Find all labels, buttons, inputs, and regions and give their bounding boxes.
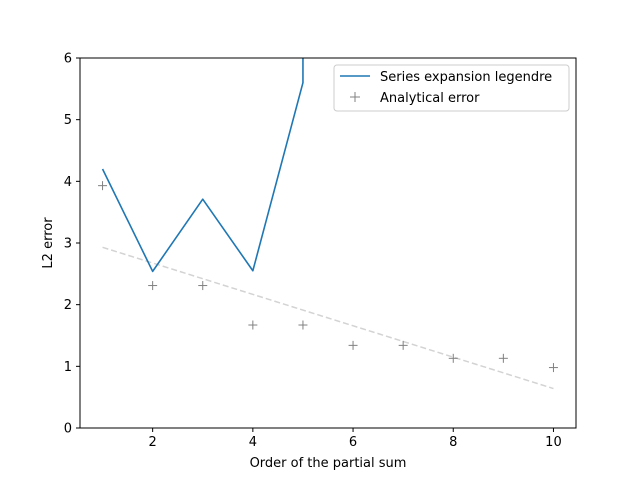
x-tick-label: 8 — [449, 435, 457, 450]
analytical-error-point — [498, 353, 508, 363]
axes-layer: 2 4 6 8 10 0 1 2 3 4 5 6 — [64, 52, 562, 451]
x-tick-label: 2 — [149, 435, 157, 450]
series-expansion-line — [101, 58, 304, 273]
legend-frame — [333, 64, 570, 112]
analytical-error-point — [248, 320, 258, 330]
legend: Series expansion legendre Analytical err… — [333, 64, 570, 112]
trend-dashed-line — [102, 246, 554, 390]
y-tick-label: 4 — [64, 175, 72, 190]
x-tick-label: 6 — [349, 435, 357, 450]
analytical-error-point — [448, 353, 458, 363]
series-layer — [98, 58, 558, 390]
y-tick-label: 2 — [64, 298, 72, 313]
legend-entry-series-expansion: Series expansion legendre — [380, 70, 552, 85]
x-tick-label: 10 — [545, 435, 562, 450]
legend-plus-swatch — [350, 92, 360, 102]
analytical-error-point — [298, 320, 308, 330]
y-tick-label: 1 — [64, 360, 72, 375]
analytical-error-point — [98, 181, 108, 191]
y-axis-label: L2 error — [41, 217, 56, 269]
analytical-error-point — [348, 340, 358, 350]
x-tick-label: 4 — [249, 435, 257, 450]
y-tick-label: 0 — [64, 422, 72, 437]
legend-entry-analytical-error: Analytical error — [380, 91, 480, 106]
analytical-error-point — [198, 281, 208, 291]
x-axis-label: Order of the partial sum — [250, 456, 407, 471]
analytical-error-point — [398, 340, 408, 350]
analytical-error-point — [148, 281, 158, 291]
y-tick-label: 3 — [64, 237, 72, 252]
y-tick-label: 6 — [64, 52, 72, 67]
analytical-error-point — [548, 363, 558, 373]
y-tick-label: 5 — [64, 113, 72, 128]
